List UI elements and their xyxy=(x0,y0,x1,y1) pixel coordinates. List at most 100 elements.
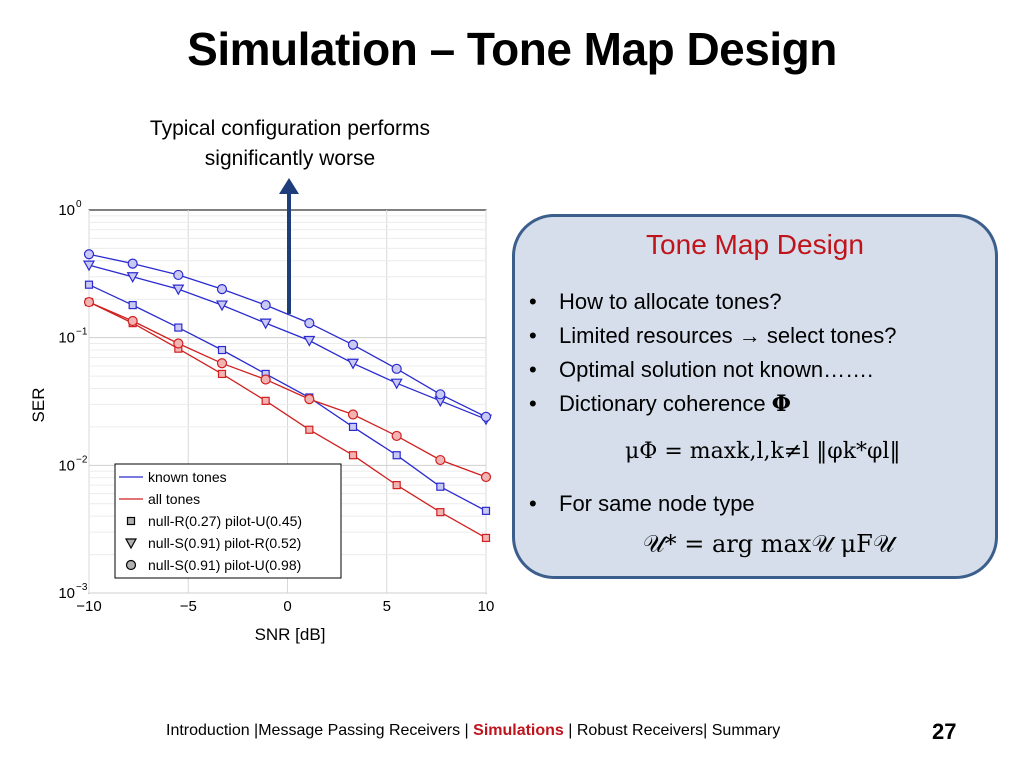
x-axis-label: SNR [dB] xyxy=(255,625,326,644)
data-point xyxy=(392,481,401,490)
y-tick-label: 10 xyxy=(58,330,75,347)
data-point xyxy=(83,249,95,260)
data-point xyxy=(215,300,229,312)
worse-arrow-head xyxy=(279,178,299,194)
data-point xyxy=(172,284,185,296)
data-point xyxy=(347,339,359,350)
bullet-item: • Dictionary coherence Φ xyxy=(529,387,897,421)
page-number: 27 xyxy=(932,719,957,744)
legend: known tones all tones null-R(0.27) pilot-U… xyxy=(114,463,342,579)
data-point xyxy=(216,358,228,369)
footer-rest[interactable]: | Robust Receivers| Summary xyxy=(563,722,781,739)
data-point xyxy=(216,284,228,295)
data-point xyxy=(481,506,491,515)
phi-symbol: Φ xyxy=(771,391,791,417)
legend-box xyxy=(114,463,342,579)
data-point xyxy=(84,280,94,289)
footer-simulations[interactable]: Simulations xyxy=(473,722,564,739)
data-point xyxy=(174,323,183,332)
data-point xyxy=(217,345,227,355)
y-tick-exponent: 0 xyxy=(76,199,82,210)
bullet-text: For same node type xyxy=(559,491,755,516)
tone-map-info-box: Tone Map Design • How to allocate tones? … xyxy=(512,214,998,579)
x-tick-label: 10 xyxy=(478,598,495,615)
bullet-text: Limited resources → select tones? xyxy=(559,323,897,348)
series-line xyxy=(88,284,487,512)
legend-label: all tones xyxy=(148,491,200,507)
data-point xyxy=(260,299,271,311)
data-point xyxy=(304,318,315,329)
series-group xyxy=(82,249,493,543)
data-point xyxy=(303,335,316,347)
bullet-item: • For same node type xyxy=(529,487,755,521)
legend-label: null-R(0.27) pilot-U(0.45) xyxy=(148,513,302,529)
footer-nav: Introduction |Message Passing Receivers … xyxy=(166,722,780,740)
bullet-dot-icon: • xyxy=(529,391,537,416)
legend-marker-swatch xyxy=(125,559,137,571)
data-point xyxy=(217,369,227,379)
data-point xyxy=(82,260,96,272)
bullet-list: • How to allocate tones? • Limited resourc… xyxy=(529,285,897,421)
data-point xyxy=(173,269,184,281)
coherence-formula: μΦ = maxk,l,k≠l ‖φk*φl‖ xyxy=(625,439,901,464)
data-point xyxy=(173,338,184,349)
legend-label: known tones xyxy=(148,469,227,485)
data-point xyxy=(127,258,138,269)
data-point xyxy=(480,471,492,483)
x-tick-label: −10 xyxy=(76,598,101,615)
bullet-item: • Optimal solution not known……. xyxy=(529,353,897,387)
data-point xyxy=(436,508,445,517)
data-point xyxy=(436,482,445,491)
legend-marker-swatch xyxy=(126,516,136,526)
data-point xyxy=(480,411,492,422)
argmax-formula: 𝒰* = arg max𝒰 μF𝒰 xyxy=(643,530,895,558)
series-line xyxy=(88,301,487,478)
bullet-item: • Limited resources → select tones? xyxy=(529,319,897,353)
data-point xyxy=(348,422,358,432)
data-point xyxy=(346,358,360,370)
data-point xyxy=(348,451,358,460)
annotation-line-1: Typical configuration performs xyxy=(149,117,431,140)
data-point xyxy=(259,318,272,330)
y-tick-label: 10 xyxy=(58,585,75,602)
data-point xyxy=(261,396,270,405)
footer-intro[interactable]: Introduction | xyxy=(166,722,259,739)
data-point xyxy=(127,315,138,327)
data-point xyxy=(435,389,446,400)
legend-label: null-S(0.91) pilot-U(0.98) xyxy=(148,557,301,573)
data-point xyxy=(128,300,137,310)
y-tick-exponent: −3 xyxy=(76,582,88,593)
data-point xyxy=(391,363,402,374)
data-point xyxy=(390,378,403,390)
annotation-text: Typical configuration performs significa… xyxy=(115,114,465,174)
data-point xyxy=(304,394,315,405)
x-tick-label: −5 xyxy=(180,598,197,615)
y-tick-exponent: −1 xyxy=(76,327,88,338)
legend-marker-swatch xyxy=(124,538,138,550)
bullet-dot-icon: • xyxy=(529,357,537,382)
data-point xyxy=(305,425,314,434)
data-point xyxy=(347,409,359,420)
data-point xyxy=(83,296,95,308)
series-line xyxy=(88,264,487,420)
box-title: Tone Map Design xyxy=(646,229,864,260)
footer-message-passing[interactable]: Message Passing Receivers | xyxy=(258,722,474,739)
data-point xyxy=(126,272,139,283)
data-point xyxy=(435,454,446,466)
x-tick-label: 0 xyxy=(283,598,291,615)
data-point xyxy=(260,374,271,385)
y-tick-exponent: −2 xyxy=(76,454,88,465)
bullet-text: Optimal solution not known……. xyxy=(559,357,874,382)
data-point xyxy=(392,451,401,460)
slide-title: Simulation – Tone Map Design xyxy=(187,23,837,75)
legend-label: null-S(0.91) pilot-R(0.52) xyxy=(148,535,301,551)
series-line xyxy=(88,301,487,539)
annotation-line-2: significantly worse xyxy=(204,147,376,170)
bullet-text: Dictionary coherence xyxy=(559,391,766,416)
bullet-dot-icon: • xyxy=(529,289,537,314)
y-axis-label: SER xyxy=(29,388,48,423)
data-point xyxy=(481,533,491,543)
y-tick-label: 10 xyxy=(58,457,75,474)
